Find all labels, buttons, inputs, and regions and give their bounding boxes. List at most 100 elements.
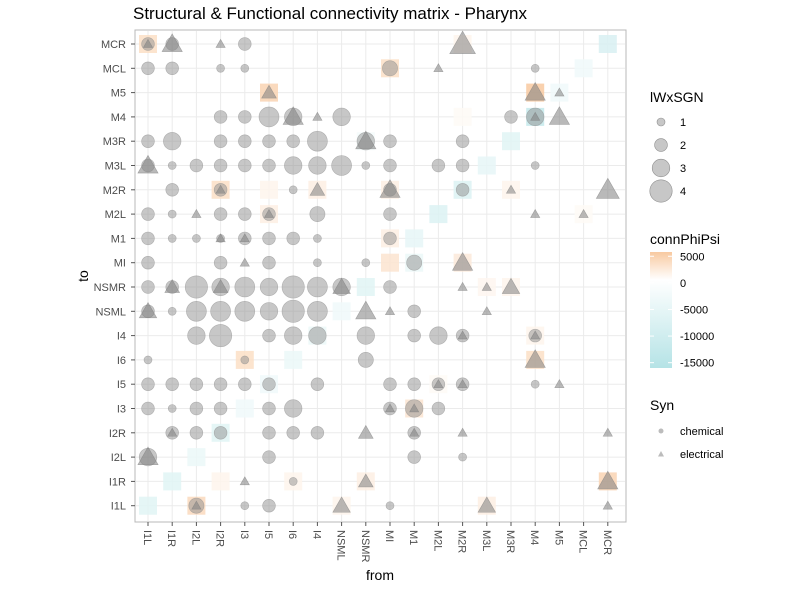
point-electrical xyxy=(595,177,620,199)
tile xyxy=(502,132,520,151)
point-chemical xyxy=(238,207,252,221)
point-electrical xyxy=(215,38,226,48)
point-electrical xyxy=(554,378,565,388)
legend-size-key xyxy=(651,158,671,178)
point-chemical xyxy=(167,209,177,219)
x-tick-label: I1L xyxy=(141,530,153,545)
point-electrical xyxy=(384,306,396,316)
point-chemical xyxy=(165,183,179,197)
x-tick-label: M2R xyxy=(456,530,468,553)
legend-shape-label: electrical xyxy=(680,449,723,461)
point-chemical xyxy=(165,377,179,391)
legend-size-label: 4 xyxy=(680,186,686,198)
tile xyxy=(381,253,399,272)
point-chemical xyxy=(165,61,179,76)
point-chemical xyxy=(141,231,155,246)
point-electrical xyxy=(357,473,374,488)
tile xyxy=(453,107,472,126)
point-electrical xyxy=(161,33,183,52)
point-electrical xyxy=(505,184,517,194)
y-axis: MCR MCL M5 M4 M3R M3L M2R M2L M1 MI NSMR NSML I4 I6 I5… xyxy=(94,39,135,513)
point-electrical xyxy=(215,184,226,194)
point-chemical xyxy=(167,161,177,170)
point-chemical xyxy=(530,64,540,73)
y-tick-label: I6 xyxy=(117,355,126,367)
point-electrical xyxy=(138,301,158,319)
x-axis: I1L I1R I2L I2R I3 I5 I6 I4 NSML NSMR MI M1 M2L M2R M3… xyxy=(141,522,613,562)
point-chemical xyxy=(141,134,155,148)
point-chemical xyxy=(455,134,470,148)
point-chemical xyxy=(167,234,177,243)
point-chemical xyxy=(234,300,256,322)
point-electrical xyxy=(379,179,401,198)
point-electrical xyxy=(602,500,613,510)
point-chemical xyxy=(407,450,421,464)
point-chemical xyxy=(310,377,325,391)
x-tick-label: I1R xyxy=(165,530,177,547)
point-electrical xyxy=(309,181,326,196)
x-tick-label: I5 xyxy=(262,530,274,539)
y-tick-label: M5 xyxy=(111,88,126,100)
point-chemical xyxy=(240,355,250,365)
point-electrical xyxy=(215,233,226,243)
point-chemical xyxy=(258,106,280,128)
y-tick-label: I2L xyxy=(111,452,126,464)
point-chemical xyxy=(383,207,397,221)
point-chemical xyxy=(407,304,421,318)
point-chemical xyxy=(216,64,225,73)
point-electrical xyxy=(355,300,377,320)
tile xyxy=(574,59,593,78)
point-chemical xyxy=(331,155,352,176)
point-electrical xyxy=(409,427,420,437)
tile xyxy=(429,205,448,224)
point-electrical xyxy=(530,111,541,121)
x-tick-label: MI xyxy=(383,530,395,542)
point-chemical xyxy=(238,158,252,173)
point-chemical xyxy=(361,258,371,268)
point-chemical xyxy=(385,501,395,511)
point-chemical xyxy=(240,64,250,73)
point-chemical xyxy=(530,161,540,170)
point-electrical xyxy=(239,257,250,267)
x-tick-label: M5 xyxy=(552,530,564,545)
point-chemical xyxy=(407,377,421,391)
y-tick-label: M4 xyxy=(111,112,126,124)
point-electrical xyxy=(167,427,178,437)
point-electrical xyxy=(312,111,323,121)
point-electrical xyxy=(597,470,619,490)
point-chemical xyxy=(504,110,518,124)
point-chemical xyxy=(286,231,300,246)
legend-color-label: -10000 xyxy=(680,331,714,343)
point-chemical xyxy=(307,300,328,322)
point-electrical xyxy=(239,476,250,486)
y-tick-label: M3L xyxy=(105,161,126,173)
point-electrical xyxy=(282,106,304,125)
y-tick-label: M2L xyxy=(105,209,126,221)
point-chemical xyxy=(262,231,276,246)
point-electrical xyxy=(332,277,351,294)
tile xyxy=(356,278,375,296)
legend-size-label: 1 xyxy=(680,117,686,129)
tile xyxy=(405,229,424,248)
legend-size-label: 2 xyxy=(680,140,686,152)
point-electrical xyxy=(137,446,159,465)
point-chemical xyxy=(458,452,467,462)
point-chemical xyxy=(213,134,228,148)
legend-size-key xyxy=(656,117,666,127)
point-chemical xyxy=(313,234,322,243)
y-tick-label: M1 xyxy=(111,233,126,245)
legend-color-label: 0 xyxy=(680,278,686,290)
point-chemical xyxy=(284,156,303,175)
point-layer xyxy=(137,30,620,514)
tile xyxy=(260,180,278,199)
point-electrical xyxy=(433,63,444,73)
y-tick-label: MCL xyxy=(103,63,126,75)
point-chemical xyxy=(383,377,397,391)
x-tick-label: MCL xyxy=(577,530,589,553)
point-chemical xyxy=(308,326,327,345)
y-tick-label: I3 xyxy=(117,404,126,416)
x-tick-label: M1 xyxy=(407,530,419,545)
y-tick-label: M2R xyxy=(103,185,126,197)
x-tick-label: M3L xyxy=(480,530,492,551)
